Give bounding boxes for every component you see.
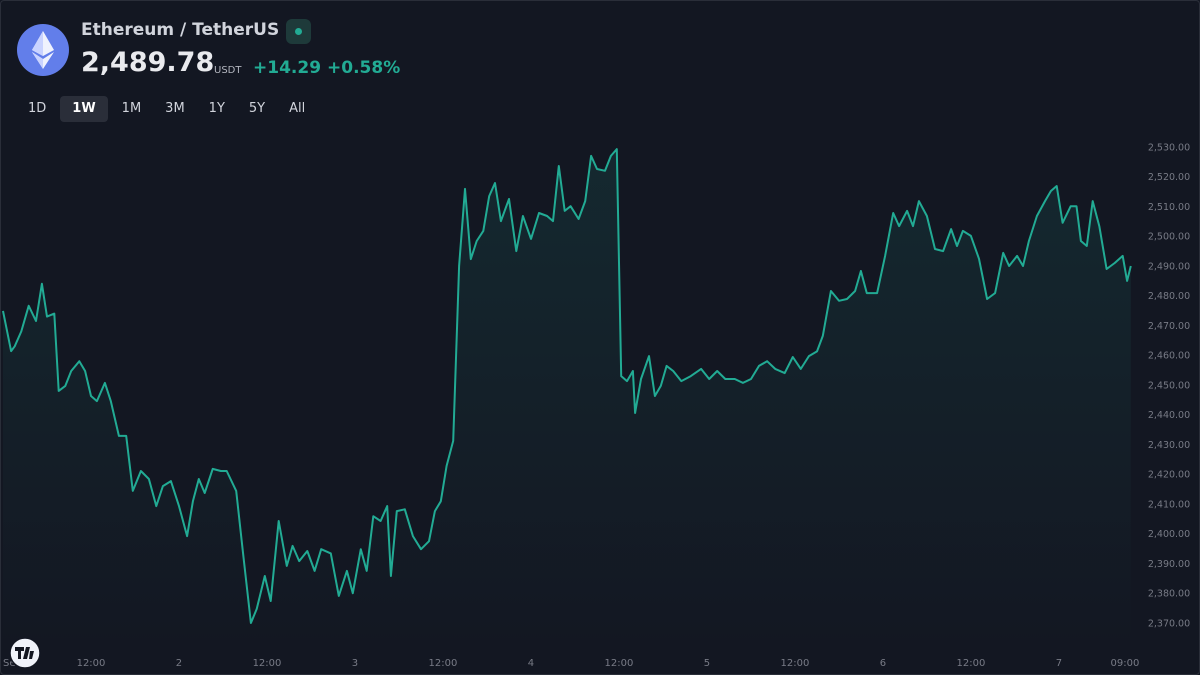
x-tick-label: 12:00: [781, 658, 810, 669]
range-button[interactable]: 1W: [60, 96, 108, 122]
percent-change: +0.58%: [327, 58, 401, 78]
y-tick-label: 2,390.00: [1148, 559, 1190, 570]
y-tick-label: 2,470.00: [1148, 321, 1190, 332]
x-tick-label: 7: [1056, 658, 1062, 669]
range-button[interactable]: 5Y: [248, 101, 266, 116]
y-tick-label: 2,510.00: [1148, 202, 1190, 213]
y-tick-label: 2,490.00: [1148, 261, 1190, 272]
y-tick-label: 2,430.00: [1148, 440, 1190, 451]
x-tick-label: 09:00: [1111, 658, 1140, 669]
x-tick-label: 12:00: [605, 658, 634, 669]
x-tick-label: 12:00: [429, 658, 458, 669]
x-tick-label: Se: [3, 658, 16, 669]
live-indicator: [286, 19, 311, 44]
y-tick-label: 2,410.00: [1148, 499, 1190, 510]
currency: USDT: [214, 65, 242, 76]
price-change: +14.29: [253, 58, 322, 78]
x-tick-label: 12:00: [957, 658, 986, 669]
tradingview-logo[interactable]: [9, 637, 41, 669]
y-tick-label: 2,530.00: [1148, 142, 1190, 153]
y-tick-label: 2,370.00: [1148, 618, 1190, 629]
price-line: [2, 148, 1132, 624]
range-button[interactable]: 1D: [28, 101, 47, 116]
symbol-title: Ethereum / TetherUS: [81, 20, 280, 40]
x-tick-label: 3: [352, 658, 358, 669]
x-tick-label: 12:00: [77, 658, 106, 669]
y-tick-label: 2,480.00: [1148, 291, 1190, 302]
range-selector: 1D 1W 1M 3M 1Y 5Y All: [18, 96, 319, 122]
x-tick-label: 12:00: [253, 658, 282, 669]
range-button[interactable]: All: [289, 101, 306, 116]
y-tick-label: 2,460.00: [1148, 351, 1190, 362]
last-price: 2,489.78: [81, 47, 215, 78]
price-area: [3, 149, 1131, 647]
y-tick-label: 2,500.00: [1148, 232, 1190, 243]
x-tick-label: 6: [880, 658, 886, 669]
range-button[interactable]: 1Y: [208, 101, 225, 116]
y-tick-label: 2,380.00: [1148, 589, 1190, 600]
ethereum-icon: [17, 24, 69, 76]
x-tick-label: 5: [704, 658, 710, 669]
y-tick-label: 2,450.00: [1148, 380, 1190, 391]
y-tick-label: 2,520.00: [1148, 172, 1190, 183]
range-button[interactable]: 3M: [165, 101, 185, 116]
y-tick-label: 2,440.00: [1148, 410, 1190, 421]
x-tick-label: 4: [528, 658, 534, 669]
range-button[interactable]: 1M: [121, 101, 142, 116]
y-tick-label: 2,420.00: [1148, 470, 1190, 481]
x-tick-label: 2: [176, 658, 182, 669]
y-tick-label: 2,400.00: [1148, 529, 1190, 540]
